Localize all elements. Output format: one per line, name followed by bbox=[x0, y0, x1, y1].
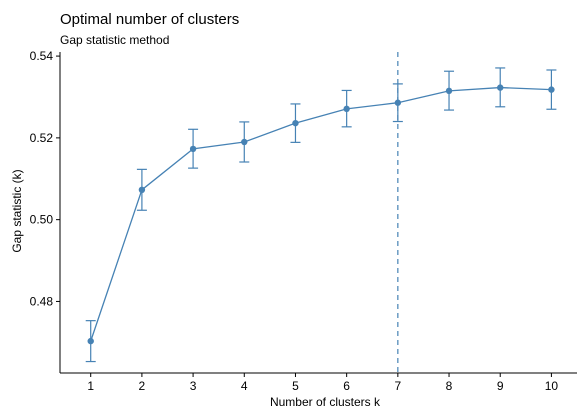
series-line bbox=[90, 86, 552, 342]
data-point bbox=[292, 119, 299, 127]
error-bars-group bbox=[85, 67, 557, 363]
x-ticks-group: 1 2 3 4 5 6 7 8 9 10 bbox=[87, 373, 558, 393]
data-point bbox=[394, 99, 402, 106]
data-point bbox=[497, 84, 504, 91]
y-ticks-group: 0.48 0.50 0.52 0.54 bbox=[30, 49, 60, 308]
chart-title: Optimal number of clusters bbox=[60, 11, 239, 28]
data-point bbox=[445, 87, 453, 95]
x-tick-label: 7 bbox=[394, 379, 401, 393]
x-tick-label: 1 bbox=[87, 379, 94, 393]
axes-group bbox=[59, 52, 577, 374]
x-tick-label: 9 bbox=[497, 379, 504, 393]
series-line-group bbox=[90, 86, 552, 342]
x-tick-label: 5 bbox=[292, 379, 299, 393]
data-points-group bbox=[87, 84, 555, 345]
y-tick-label: 0.52 bbox=[30, 131, 54, 145]
x-tick-label: 3 bbox=[190, 379, 197, 393]
y-tick-label: 0.54 bbox=[30, 49, 54, 63]
data-point bbox=[343, 105, 350, 113]
x-tick-label: 8 bbox=[446, 379, 453, 393]
x-tick-label: 10 bbox=[545, 379, 559, 393]
data-point bbox=[189, 145, 197, 153]
data-point bbox=[87, 337, 94, 345]
x-tick-label: 4 bbox=[241, 379, 248, 393]
y-axis-label: Gap statistic (k) bbox=[10, 169, 24, 252]
x-axis-label: Number of clusters k bbox=[270, 395, 381, 409]
x-tick-label: 2 bbox=[139, 379, 146, 393]
y-tick-label: 0.50 bbox=[30, 213, 54, 227]
x-tick-label: 6 bbox=[343, 379, 350, 393]
data-point bbox=[548, 86, 555, 93]
y-tick-label: 0.48 bbox=[30, 294, 54, 308]
chart-subtitle: Gap statistic method bbox=[60, 33, 169, 47]
data-point bbox=[138, 186, 146, 194]
data-point bbox=[241, 138, 248, 146]
